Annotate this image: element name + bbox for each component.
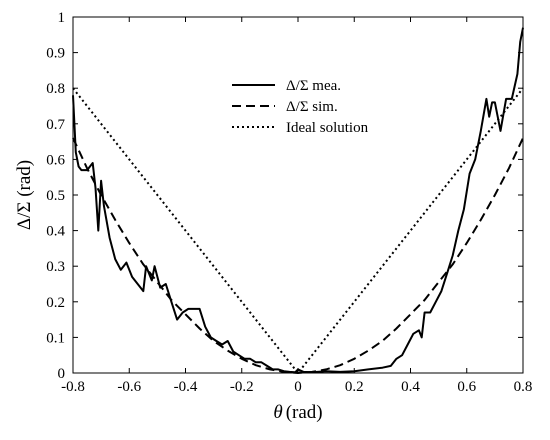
x-tick-label: 0.4 (401, 379, 420, 395)
legend-label-ideal: Ideal solution (286, 120, 369, 136)
x-tick-label: 0.8 (514, 379, 533, 395)
y-tick-label: 0.7 (46, 117, 65, 133)
x-tick-label: 0 (294, 379, 302, 395)
x-tick-label: 0.2 (345, 379, 364, 395)
x-tick-label: 0.6 (457, 379, 476, 395)
x-tick-label: -0.8 (61, 379, 85, 395)
y-tick-label: 0.5 (46, 188, 65, 204)
y-tick-label: 0.6 (46, 152, 65, 168)
y-tick-label: 0.3 (46, 259, 65, 275)
series-line-ideal (72, 87, 524, 374)
x-axis-label-unit: (rad) (286, 402, 323, 423)
x-axis-label-symbol: θ (273, 402, 282, 423)
x-tick-label: -0.4 (174, 379, 198, 395)
y-tick-label: 0 (58, 366, 66, 382)
y-tick-label: 0.8 (46, 81, 65, 97)
ticks (72, 16, 524, 374)
y-tick-label: 0.1 (46, 330, 65, 346)
plot-area-frame (72, 16, 524, 374)
legend: Δ/Σ mea. Δ/Σ sim. Ideal solution (232, 78, 369, 136)
series-layer (72, 27, 524, 374)
y-tick-label: 0.9 (46, 46, 65, 62)
x-axis-label: θ (rad) (273, 402, 322, 423)
legend-label-simulated: Δ/Σ sim. (286, 99, 338, 115)
legend-label-measured: Δ/Σ mea. (286, 78, 341, 94)
x-tick-label: -0.2 (230, 379, 254, 395)
x-tick-label: -0.6 (117, 379, 141, 395)
y-tick-label: 0.4 (46, 224, 65, 240)
y-tick-label: 0.2 (46, 295, 65, 311)
tick-labels: -0.8 -0.6 -0.4 -0.2 0 0.2 0.4 0.6 0.8 0 0.1 0.2 0.3 0… (46, 10, 532, 395)
series-line-simulated (72, 137, 524, 374)
y-tick-label: 1 (58, 10, 66, 26)
y-axis-label: Δ/Σ (rad) (14, 160, 35, 230)
